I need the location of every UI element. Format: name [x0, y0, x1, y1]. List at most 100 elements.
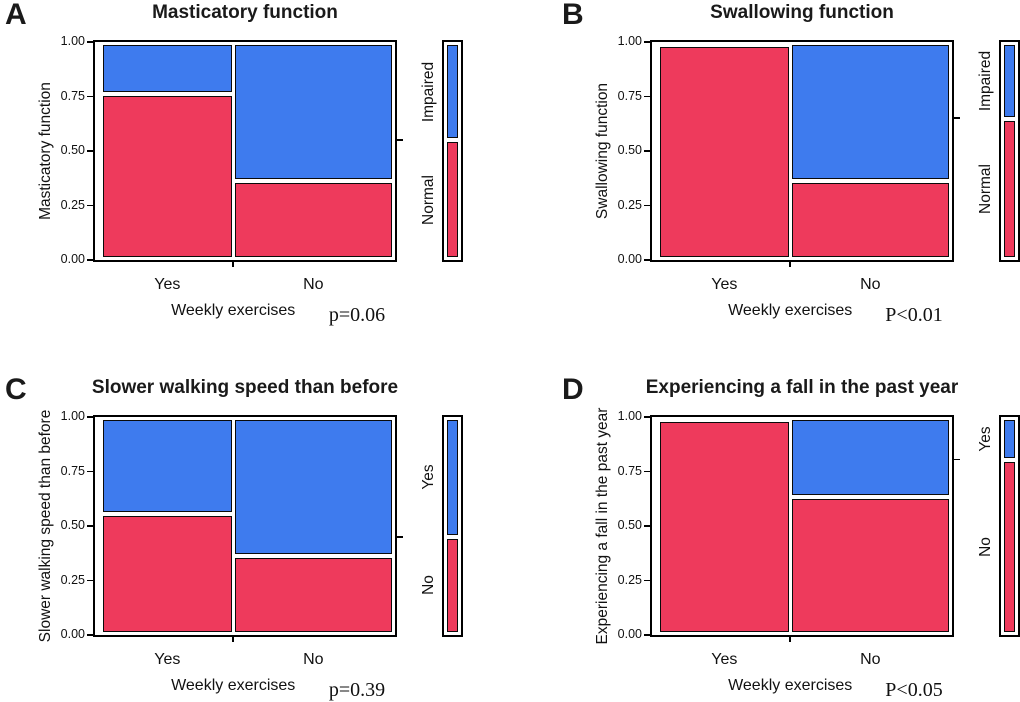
- chart-title: Swallowing function: [710, 2, 894, 23]
- legend-label-normal: Normal: [420, 174, 437, 225]
- legend-label-normal: Normal: [977, 164, 994, 215]
- mosaic-frame: [650, 40, 954, 262]
- y-tick-label: 0.00: [60, 252, 85, 266]
- x-category-label-yes: Yes: [711, 276, 738, 293]
- legend-bar: [442, 40, 463, 262]
- y-tick-mark: [87, 150, 93, 152]
- p-value-label: p=0.39: [328, 679, 386, 701]
- legend-bar: [442, 415, 463, 637]
- right-marginal-tick: [396, 535, 403, 538]
- y-tick-mark: [644, 470, 650, 473]
- cell-no-normal: [791, 182, 949, 257]
- y-tick-label: 0.50: [617, 518, 642, 532]
- x-boundary-tick: [789, 636, 792, 642]
- panel-letter: B: [562, 0, 584, 31]
- y-tick-label: 0.25: [617, 572, 642, 587]
- mosaic-frame: [650, 415, 954, 637]
- legend-swatch-no: [447, 538, 458, 632]
- x-category-label-no: No: [860, 276, 881, 293]
- cell-yes-no: [660, 422, 789, 632]
- y-tick-label: 0.75: [60, 463, 85, 478]
- cell-no-impaired: [234, 45, 392, 179]
- y-tick-label: 1.00: [60, 34, 85, 48]
- y-tick-mark: [644, 95, 650, 98]
- cell-yes-no: [103, 516, 232, 632]
- y-tick-mark: [87, 579, 93, 582]
- x-category-label-no: No: [303, 276, 324, 293]
- chart-title: Experiencing a fall in the past year: [645, 377, 959, 398]
- legend-label-no: No: [420, 575, 437, 596]
- cell-no-yes: [791, 420, 949, 496]
- legend-bar: [999, 415, 1020, 637]
- cell-no-no: [791, 499, 949, 632]
- cell-no-yes: [234, 420, 392, 554]
- y-tick-mark: [644, 579, 650, 582]
- p-value-label: P<0.05: [885, 679, 943, 701]
- x-category-label-no: No: [303, 651, 324, 668]
- legend-swatch-impaired: [447, 45, 458, 139]
- y-tick-label: 1.00: [617, 409, 642, 423]
- y-tick-label: 0.00: [60, 627, 85, 641]
- y-tick-label: 1.00: [60, 409, 85, 423]
- y-tick-label: 0.75: [60, 88, 85, 103]
- panel-letter: A: [5, 0, 27, 31]
- y-tick-label: 0.75: [617, 463, 642, 478]
- p-value-label: p=0.06: [328, 304, 386, 326]
- p-value-label: P<0.01: [885, 304, 943, 326]
- y-tick-mark: [644, 634, 650, 636]
- x-category-label-yes: Yes: [154, 276, 181, 293]
- mosaic-frame: [93, 415, 397, 637]
- y-tick-mark: [644, 41, 650, 43]
- y-tick-mark: [644, 525, 650, 527]
- y-tick-mark: [644, 150, 650, 152]
- panel-content: B Swallowing function Swallowing function 1…: [557, 0, 1020, 351]
- panel-c: C Slower walking speed than before Slower …: [0, 351, 510, 702]
- panel-a: A Masticatory function Masticatory functio…: [0, 0, 510, 351]
- legend-swatch-no: [1004, 462, 1015, 632]
- legend-swatch-normal: [1004, 121, 1015, 257]
- y-tick-mark: [87, 204, 93, 207]
- legend-bar: [999, 40, 1020, 262]
- x-axis-label: Weekly exercises: [728, 677, 853, 694]
- cell-no-no: [234, 557, 392, 632]
- cell-yes-normal: [103, 95, 232, 257]
- cell-yes-yes: [103, 420, 232, 513]
- x-boundary-tick: [789, 261, 792, 267]
- y-tick-mark: [87, 259, 93, 261]
- legend-swatch-impaired: [1004, 45, 1015, 118]
- panel-letter: D: [562, 373, 584, 406]
- y-tick-label: 0.50: [60, 143, 85, 157]
- x-axis-label: Weekly exercises: [171, 677, 296, 694]
- x-axis-label: Weekly exercises: [728, 302, 853, 319]
- legend-swatch-normal: [447, 142, 458, 257]
- legend-swatch-yes: [447, 420, 458, 535]
- panel-b: B Swallowing function Swallowing function 1…: [510, 0, 1020, 351]
- chart-title: Slower walking speed than before: [91, 377, 399, 398]
- x-axis-label: Weekly exercises: [171, 302, 296, 319]
- panel-content: D Experiencing a fall in the past year Exp…: [557, 375, 1020, 702]
- cell-yes-impaired: [103, 45, 232, 92]
- x-boundary-tick: [232, 636, 235, 642]
- y-tick-mark: [644, 204, 650, 207]
- y-tick-mark: [87, 95, 93, 98]
- cell-no-impaired: [791, 45, 949, 179]
- y-tick-label: 0.00: [617, 627, 642, 641]
- right-marginal-tick: [953, 458, 960, 461]
- y-tick-label: 0.25: [60, 197, 85, 212]
- chart-title: Masticatory function: [152, 2, 338, 23]
- y-tick-label: 0.50: [617, 143, 642, 157]
- y-tick-mark: [87, 525, 93, 527]
- x-boundary-tick: [232, 261, 235, 267]
- legend-swatch-yes: [1004, 420, 1015, 459]
- y-tick-label: 0.75: [617, 88, 642, 103]
- y-tick-label: 1.00: [617, 34, 642, 48]
- x-category-label-yes: Yes: [711, 651, 738, 668]
- y-tick-mark: [87, 470, 93, 473]
- y-tick-label: 0.00: [617, 252, 642, 266]
- legend-label-no: No: [977, 537, 994, 558]
- x-category-label-yes: Yes: [154, 651, 181, 668]
- panel-content: A Masticatory function Masticatory functio…: [0, 0, 510, 351]
- y-tick-mark: [87, 41, 93, 43]
- panel-d: D Experiencing a fall in the past year Exp…: [510, 351, 1020, 702]
- cell-no-normal: [234, 182, 392, 257]
